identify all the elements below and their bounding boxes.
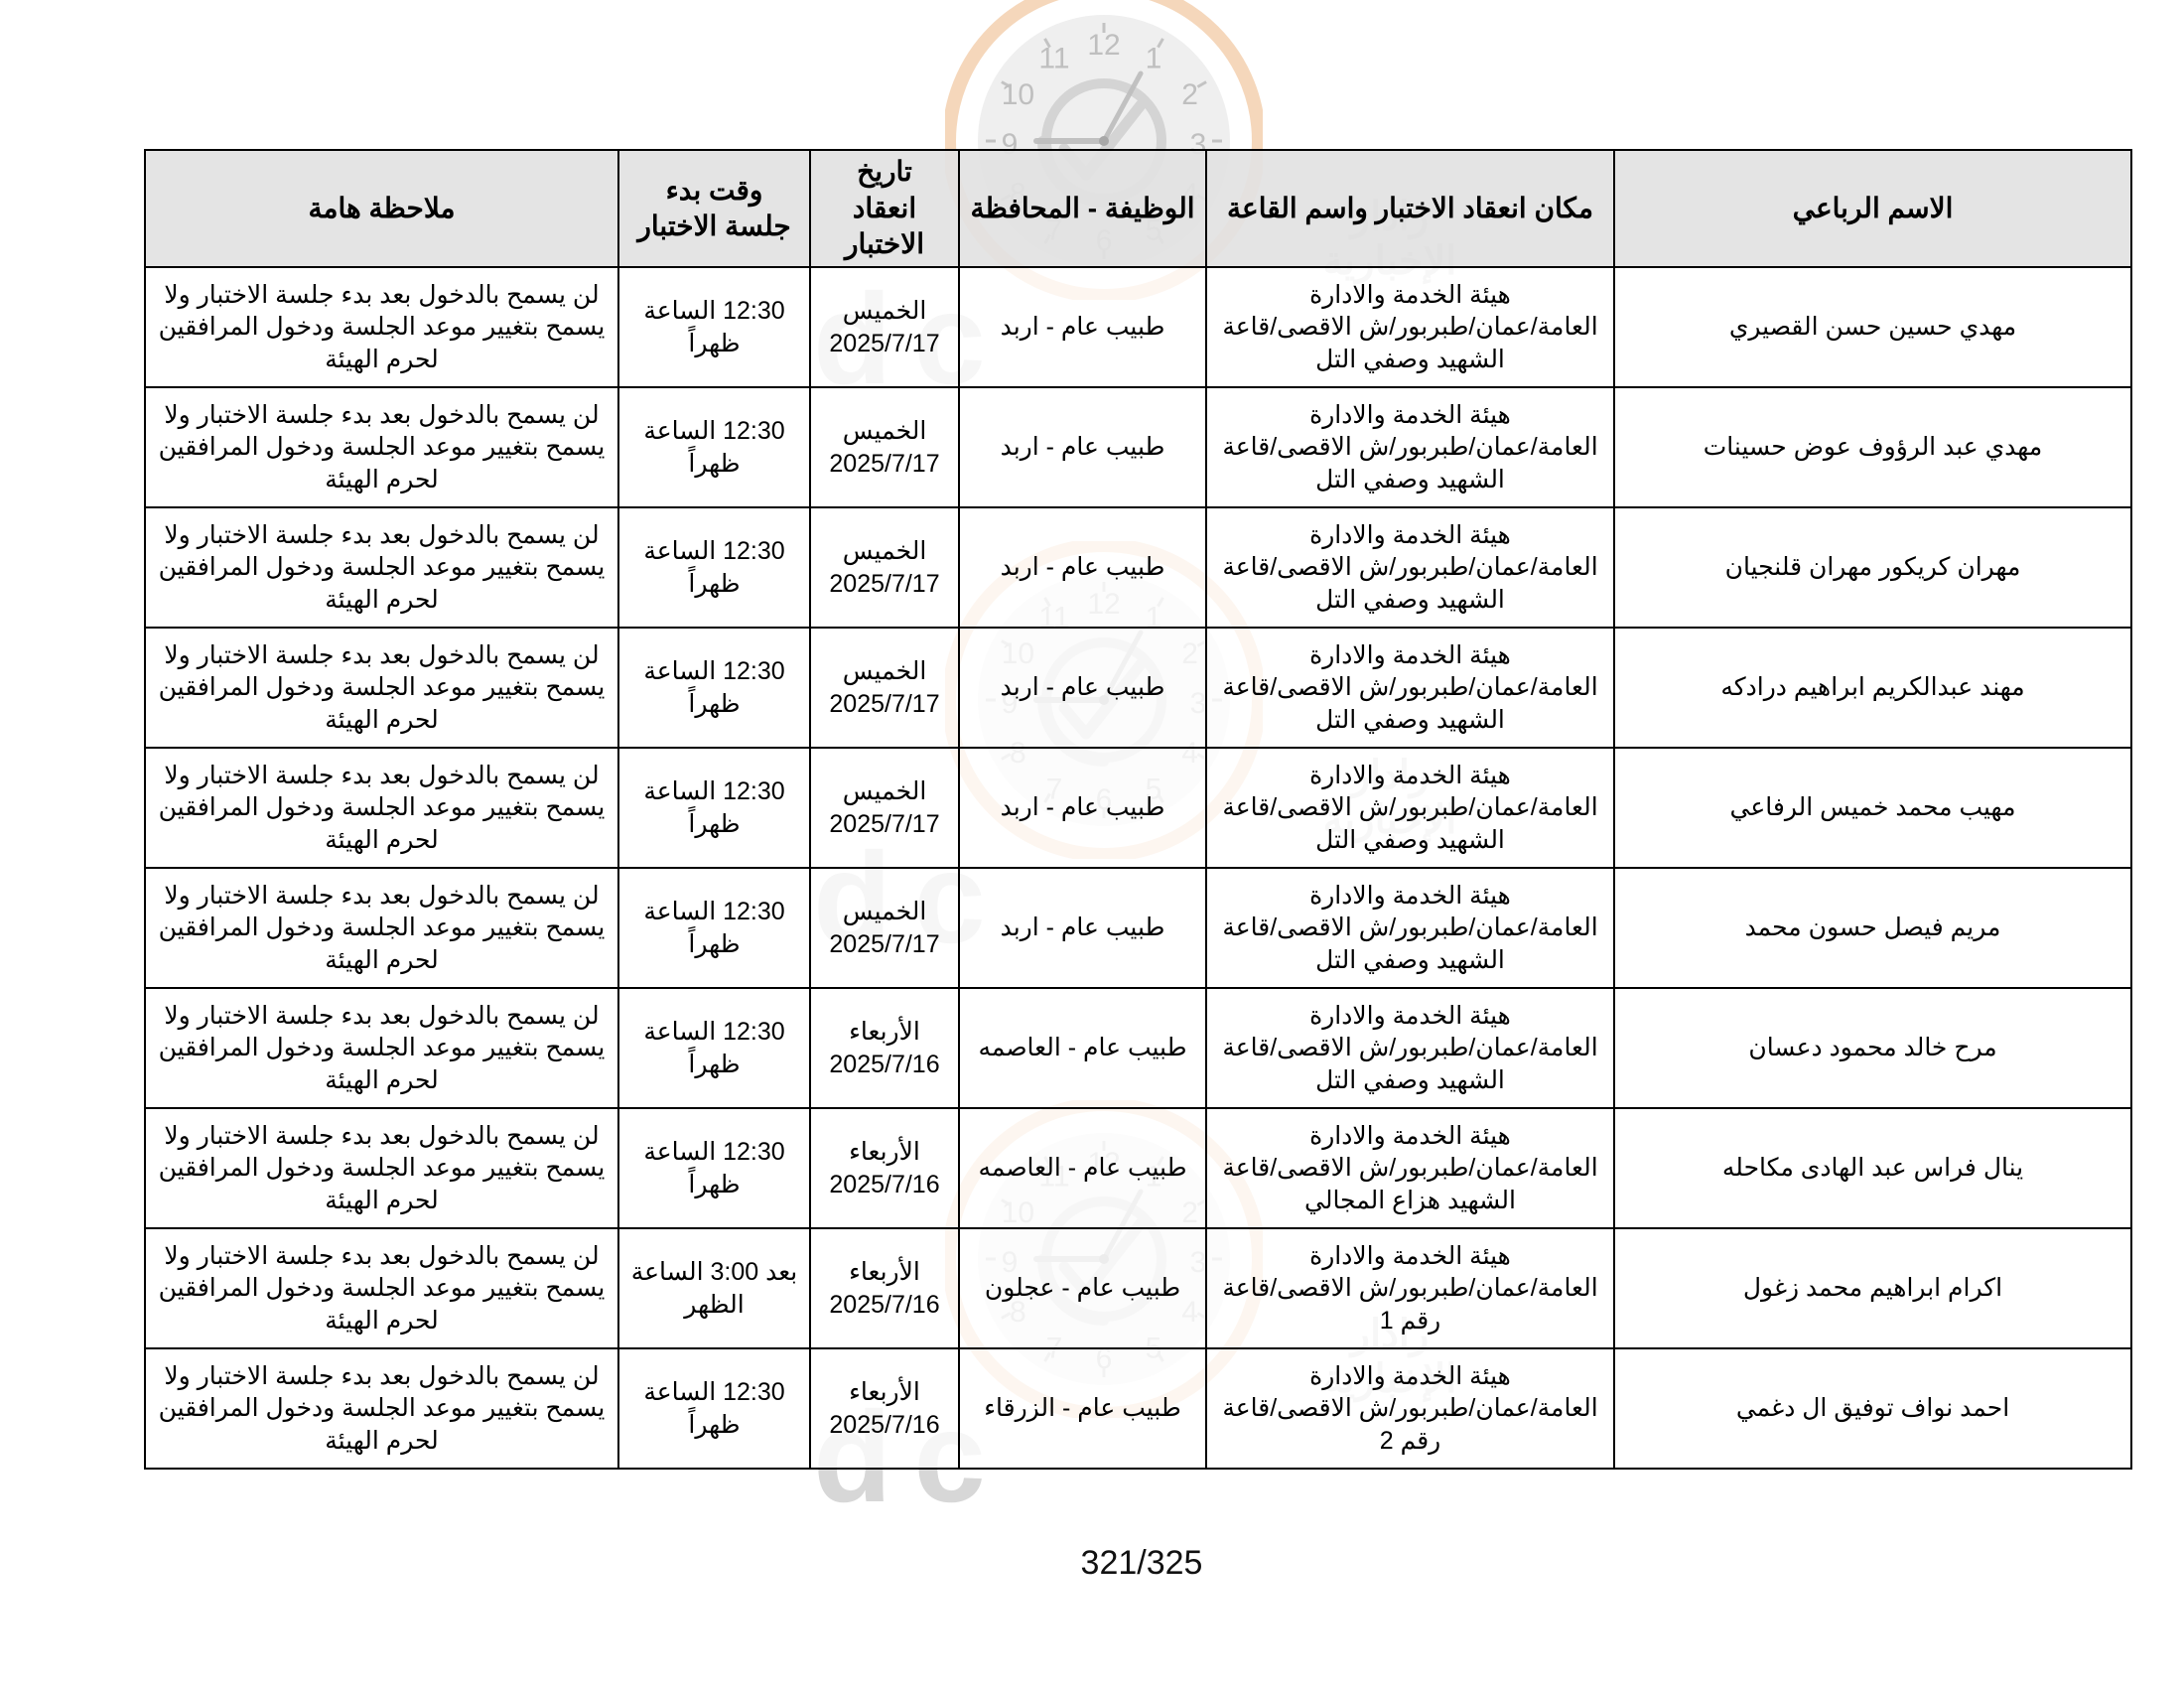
svg-text:12: 12	[1087, 29, 1120, 62]
svg-text:10: 10	[1002, 78, 1034, 111]
svg-text:11: 11	[1038, 42, 1069, 74]
svg-text:1: 1	[1146, 42, 1162, 74]
svg-text:2: 2	[1181, 78, 1198, 111]
